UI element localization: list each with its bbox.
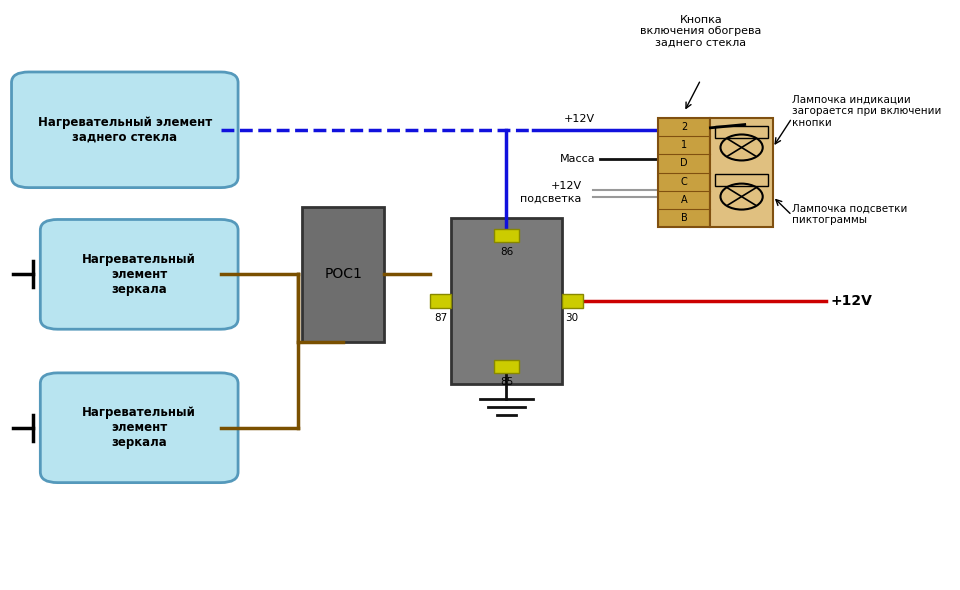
Text: D: D — [681, 159, 687, 169]
Text: 86: 86 — [500, 247, 513, 257]
Bar — [493, 360, 518, 373]
FancyBboxPatch shape — [12, 72, 238, 188]
Text: Масса: Масса — [560, 155, 595, 164]
Text: 1: 1 — [681, 140, 687, 150]
Text: Нагревательный элемент
заднего стекла: Нагревательный элемент заднего стекла — [37, 116, 212, 144]
Bar — [302, 206, 384, 342]
Text: Лампочка индикации
загорается при включении
кнопки: Лампочка индикации загорается при включе… — [792, 94, 942, 127]
Text: C: C — [681, 176, 687, 186]
Text: РОС1: РОС1 — [324, 267, 362, 281]
Bar — [658, 118, 710, 227]
Text: +12V: +12V — [551, 182, 582, 191]
Text: 87: 87 — [434, 313, 447, 323]
Text: +12V: +12V — [564, 114, 595, 124]
Text: 30: 30 — [565, 313, 579, 323]
Text: +12V: +12V — [830, 294, 873, 308]
Text: подсветка: подсветка — [520, 194, 582, 203]
Bar — [715, 174, 768, 186]
Text: A: A — [681, 195, 687, 205]
Bar — [493, 229, 518, 242]
FancyBboxPatch shape — [40, 373, 238, 483]
Bar — [715, 126, 768, 137]
Text: Нагревательный
элемент
зеркала: Нагревательный элемент зеркала — [83, 407, 196, 449]
Bar — [451, 218, 562, 384]
FancyBboxPatch shape — [40, 219, 238, 329]
Text: Нагревательный
элемент
зеркала: Нагревательный элемент зеркала — [83, 253, 196, 296]
Bar — [710, 118, 773, 227]
Text: Лампочка подсветки
пиктограммы: Лампочка подсветки пиктограммы — [792, 204, 907, 225]
Text: B: B — [681, 213, 687, 223]
Text: 2: 2 — [681, 122, 687, 132]
Text: 85: 85 — [500, 377, 513, 387]
Bar — [430, 294, 451, 308]
Bar — [562, 294, 583, 308]
Text: Кнопка
включения обогрева
заднего стекла: Кнопка включения обогрева заднего стекла — [640, 15, 761, 48]
